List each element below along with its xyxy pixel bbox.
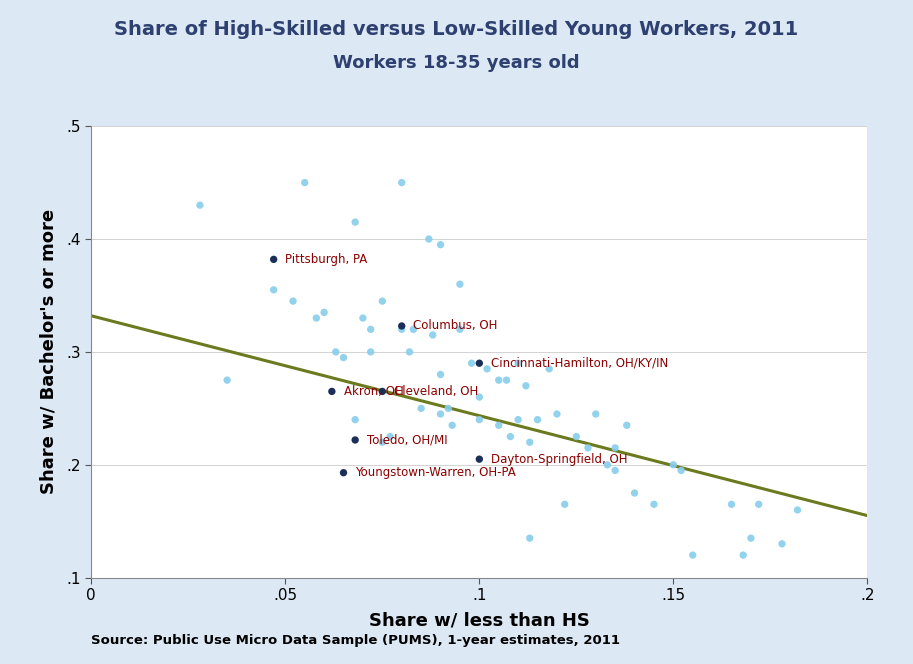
Text: Toledo, OH/MI: Toledo, OH/MI [367, 434, 447, 446]
Point [557, 499, 572, 510]
Point [453, 279, 467, 290]
Point [510, 358, 525, 369]
Point [600, 459, 614, 470]
Point [569, 432, 583, 442]
Point [406, 324, 421, 335]
Point [433, 369, 447, 380]
Point [394, 321, 409, 331]
Point [581, 442, 595, 453]
Y-axis label: Share w/ Bachelor's or more: Share w/ Bachelor's or more [40, 209, 58, 495]
X-axis label: Share w/ less than HS: Share w/ less than HS [369, 612, 590, 629]
Text: Youngstown-Warren, OH-PA: Youngstown-Warren, OH-PA [355, 466, 516, 479]
Point [348, 435, 362, 446]
Point [674, 465, 688, 475]
Point [433, 239, 447, 250]
Point [453, 324, 467, 335]
Point [724, 499, 739, 510]
Point [375, 437, 390, 448]
Point [309, 313, 323, 323]
Point [491, 420, 506, 430]
Point [425, 329, 440, 340]
Point [503, 432, 518, 442]
Point [608, 442, 623, 453]
Point [422, 234, 436, 244]
Point [286, 295, 300, 306]
Text: Cleveland, OH: Cleveland, OH [394, 385, 478, 398]
Point [646, 499, 661, 510]
Point [441, 403, 456, 414]
Point [519, 380, 533, 391]
Point [414, 403, 428, 414]
Point [522, 533, 537, 543]
Point [363, 347, 378, 357]
Point [317, 307, 331, 317]
Point [472, 414, 487, 425]
Text: Source: Public Use Micro Data Sample (PUMS), 1-year estimates, 2011: Source: Public Use Micro Data Sample (PU… [91, 634, 620, 647]
Point [743, 533, 758, 543]
Point [329, 347, 343, 357]
Point [479, 363, 494, 374]
Point [324, 386, 339, 396]
Point [736, 550, 750, 560]
Point [267, 254, 281, 265]
Point [666, 459, 680, 470]
Point [472, 358, 487, 369]
Point [220, 374, 235, 385]
Point [336, 467, 351, 478]
Text: Cincinnati-Hamilton, OH/KY/IN: Cincinnati-Hamilton, OH/KY/IN [491, 357, 668, 370]
Point [348, 414, 362, 425]
Point [472, 392, 487, 402]
Point [499, 374, 514, 385]
Point [608, 465, 623, 475]
Point [375, 295, 390, 306]
Point [394, 177, 409, 188]
Point [619, 420, 634, 430]
Point [472, 454, 487, 465]
Point [355, 313, 370, 323]
Point [491, 374, 506, 385]
Point [348, 216, 362, 227]
Point [336, 352, 351, 363]
Text: Workers 18-35 years old: Workers 18-35 years old [333, 54, 580, 72]
Point [402, 347, 416, 357]
Point [394, 324, 409, 335]
Point [550, 408, 564, 420]
Point [530, 414, 545, 425]
Point [790, 505, 804, 515]
Point [774, 539, 789, 549]
Point [433, 408, 447, 420]
Point [522, 437, 537, 448]
Point [510, 414, 525, 425]
Text: Columbus, OH: Columbus, OH [414, 319, 498, 333]
Point [751, 499, 766, 510]
Point [363, 324, 378, 335]
Point [267, 284, 281, 295]
Point [375, 386, 390, 396]
Point [298, 177, 312, 188]
Point [383, 432, 397, 442]
Point [541, 363, 556, 374]
Point [464, 358, 478, 369]
Point [445, 420, 459, 430]
Point [193, 200, 207, 210]
Text: Akron, OH: Akron, OH [343, 385, 404, 398]
Point [627, 487, 642, 498]
Point [686, 550, 700, 560]
Text: Share of High-Skilled versus Low-Skilled Young Workers, 2011: Share of High-Skilled versus Low-Skilled… [114, 21, 799, 39]
Point [588, 408, 603, 420]
Text: Dayton-Springfield, OH: Dayton-Springfield, OH [491, 453, 627, 465]
Text: Pittsburgh, PA: Pittsburgh, PA [285, 253, 368, 266]
